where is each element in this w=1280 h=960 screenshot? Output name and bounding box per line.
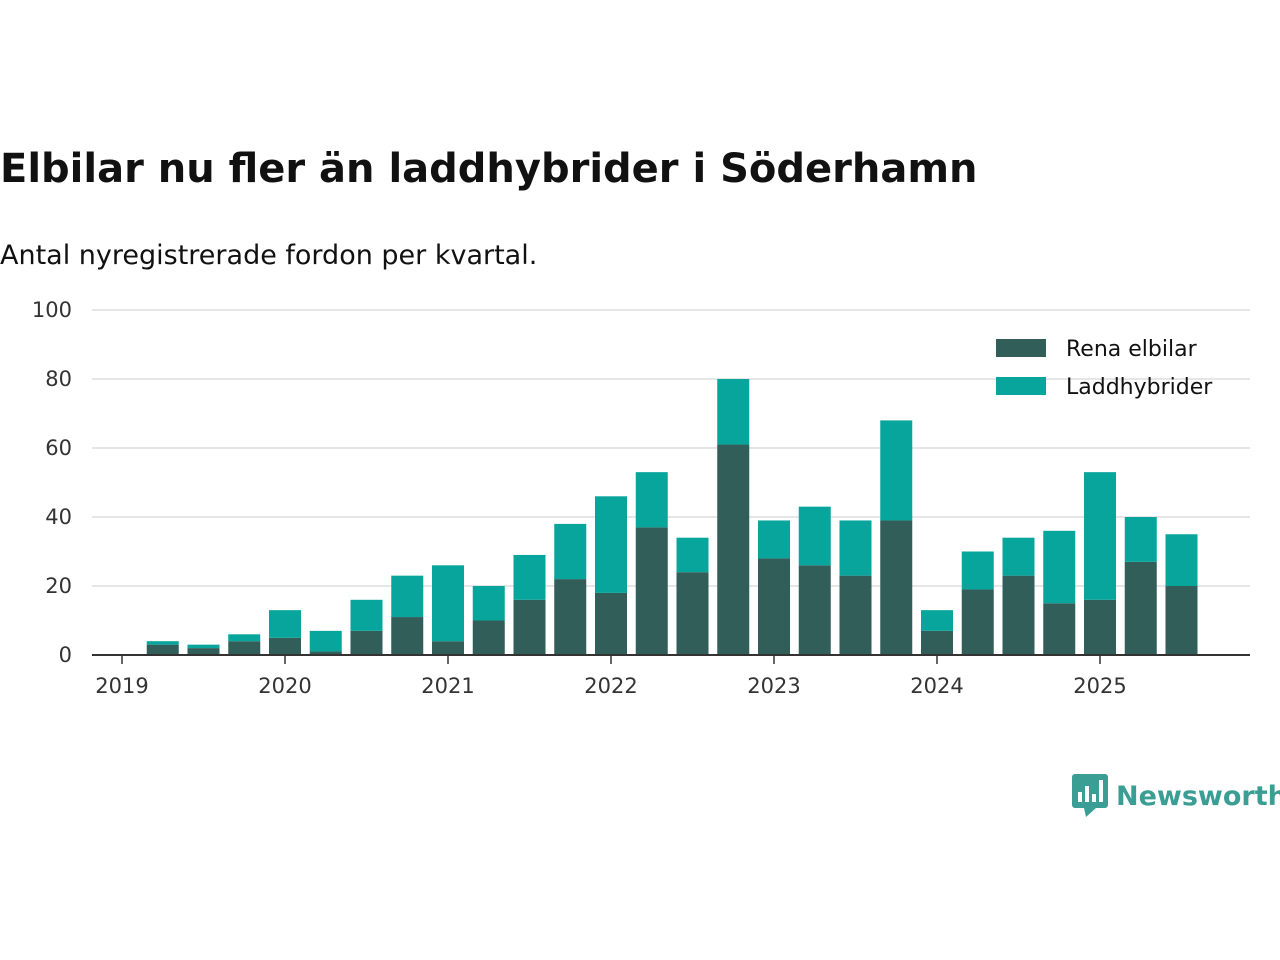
bar-rena-elbilar-16 (798, 565, 831, 655)
y-tick-label-100: 100 (32, 298, 72, 322)
legend: Rena elbilar Laddhybrider (996, 337, 1213, 400)
axes: 0 20 40 60 80 100 2019 2020 2021 2022 2023 2024 2025 (32, 298, 1250, 698)
bar-chart-icon (1072, 774, 1108, 817)
bar-laddhybrider-9 (513, 554, 546, 600)
bar-rena-elbilar-10 (554, 579, 587, 655)
x-tick-label-2019: 2019 (95, 674, 148, 698)
bar-rena-elbilar-20 (961, 589, 994, 655)
bar-rena-elbilar-23 (1084, 599, 1116, 655)
x-tick-label-2024: 2024 (910, 674, 963, 698)
brand-name: Newsworthy (1116, 780, 1280, 812)
legend-swatch-1 (996, 377, 1046, 395)
bar-laddhybrider-8 (472, 586, 505, 621)
chart-subtitle: Antal nyregistrerade fordon per kvartal. (0, 240, 538, 271)
bar-rena-elbilar-13 (676, 572, 709, 655)
bar-laddhybrider-12 (635, 472, 668, 528)
bar-laddhybrider-1 (187, 644, 220, 649)
bar-laddhybrider-22 (1043, 530, 1076, 604)
bar-laddhybrider-11 (595, 496, 627, 593)
bar-laddhybrider-16 (798, 506, 831, 566)
bar-laddhybrider-4 (309, 630, 342, 652)
bar-rena-elbilar-15 (758, 558, 790, 655)
bar-laddhybrider-6 (391, 575, 424, 618)
bar-rena-elbilar-5 (350, 630, 383, 655)
bar-rena-elbilar-3 (269, 637, 301, 655)
bar-rena-elbilar-6 (391, 617, 424, 655)
y-tick-label-60: 60 (45, 436, 72, 460)
bar-rena-elbilar-25 (1165, 586, 1198, 655)
bar-laddhybrider-19 (921, 610, 953, 631)
bar-rena-elbilar-12 (635, 527, 668, 655)
x-tick-label-2025: 2025 (1073, 674, 1126, 698)
bar-rena-elbilar-11 (595, 592, 627, 655)
bar-rena-elbilar-22 (1043, 603, 1076, 655)
bar-laddhybrider-0 (146, 641, 179, 645)
bar-rena-elbilar-17 (839, 575, 872, 655)
bar-laddhybrider-23 (1084, 472, 1116, 600)
x-tick-label-2022: 2022 (584, 674, 637, 698)
bar-rena-elbilar-1 (187, 648, 220, 655)
bar-rena-elbilar-24 (1124, 561, 1157, 655)
bar-rena-elbilar-7 (432, 641, 464, 655)
x-tick-label-2021: 2021 (421, 674, 474, 698)
bar-rena-elbilar-4 (309, 651, 342, 655)
bar-laddhybrider-7 (432, 565, 464, 642)
bar-laddhybrider-3 (269, 610, 301, 638)
y-tick-label-20: 20 (45, 574, 72, 598)
bar-laddhybrider-21 (1002, 537, 1035, 576)
bar-rena-elbilar-9 (513, 599, 546, 655)
bar-laddhybrider-20 (961, 551, 994, 590)
y-tick-label-80: 80 (45, 367, 72, 391)
bar-rena-elbilar-2 (228, 641, 261, 655)
bar-rena-elbilar-18 (880, 520, 913, 655)
stacked-bar-chart: 0 20 40 60 80 100 2019 2020 2021 2022 2023 2024 2025… (32, 298, 1250, 698)
bar-laddhybrider-17 (839, 520, 872, 576)
bar-rena-elbilar-0 (146, 644, 179, 655)
bar-laddhybrider-24 (1124, 517, 1157, 562)
y-tick-label-0: 0 (59, 643, 72, 667)
bar-rena-elbilar-21 (1002, 575, 1035, 655)
bar-laddhybrider-15 (758, 520, 790, 559)
y-tick-label-40: 40 (45, 505, 72, 529)
chart-title: Elbilar nu fler än laddhybrider i Söderh… (0, 146, 978, 192)
bar-rena-elbilar-14 (717, 444, 750, 655)
x-tick-label-2023: 2023 (747, 674, 800, 698)
legend-label-1: Laddhybrider (1066, 375, 1213, 400)
bar-laddhybrider-10 (554, 523, 587, 580)
bar-laddhybrider-5 (350, 599, 383, 631)
bars (146, 379, 1198, 655)
newsworthy-logo: Newsworthy (1072, 774, 1280, 818)
legend-swatch-0 (996, 339, 1046, 357)
bar-rena-elbilar-8 (472, 620, 505, 655)
bar-laddhybrider-13 (676, 537, 709, 573)
bar-rena-elbilar-19 (921, 630, 953, 655)
bar-laddhybrider-2 (228, 634, 261, 642)
x-tick-label-2020: 2020 (258, 674, 311, 698)
bar-laddhybrider-14 (717, 379, 750, 445)
bar-laddhybrider-25 (1165, 534, 1198, 586)
legend-label-0: Rena elbilar (1066, 337, 1198, 362)
bar-laddhybrider-18 (880, 420, 913, 521)
